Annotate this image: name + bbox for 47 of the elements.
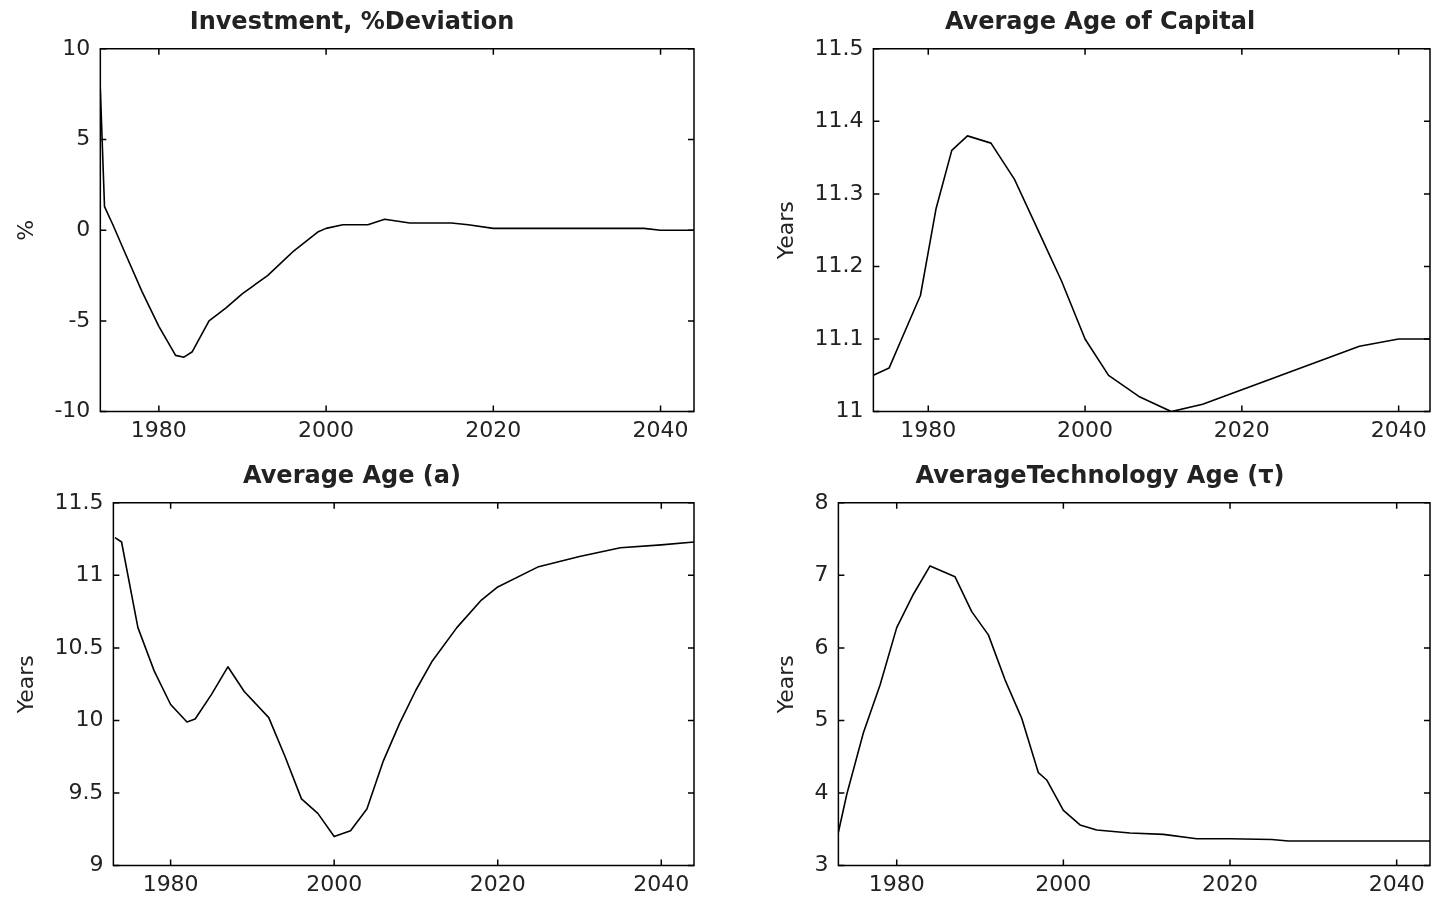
x-tick-label: 1980 — [868, 870, 925, 896]
y-tick-label: 0 — [76, 215, 91, 241]
y-tick-label: -5 — [68, 306, 91, 332]
y-tick-label: 11 — [835, 397, 864, 423]
y-tick-label: 4 — [814, 778, 829, 804]
x-tick-label: 2000 — [298, 416, 355, 442]
y-tick-label: 9.5 — [68, 778, 104, 804]
x-tick-label: 2040 — [1370, 416, 1427, 442]
y-axis-title: Years — [772, 201, 798, 261]
y-tick-label: 5 — [76, 125, 91, 151]
x-tick-label: 2000 — [1035, 870, 1092, 896]
y-tick-label: 10 — [62, 34, 91, 60]
y-tick-label: 11 — [75, 561, 104, 587]
x-tick-label: 1980 — [130, 416, 187, 442]
y-tick-label: 11.4 — [814, 107, 864, 133]
y-tick-label: 10 — [75, 706, 104, 732]
y-tick-label: 8 — [814, 488, 829, 514]
y-axis-title: % — [12, 219, 38, 241]
x-tick-label: 2020 — [469, 870, 526, 896]
y-tick-label: -10 — [54, 397, 91, 423]
x-tick-label: 2040 — [632, 416, 689, 442]
x-tick-label: 2040 — [633, 870, 690, 896]
x-tick-label: 2040 — [1368, 870, 1425, 896]
y-axis-title: Years — [12, 655, 38, 715]
y-tick-label: 3 — [814, 851, 829, 877]
x-tick-label: 2020 — [1213, 416, 1270, 442]
chart-title: Average Age of Capital — [944, 6, 1256, 35]
y-axis-title: Years — [772, 655, 798, 715]
y-tick-label: 11.2 — [814, 252, 864, 278]
chart-title: Average Age (a) — [242, 460, 462, 489]
chart-title: Investment, %Deviation — [189, 6, 515, 35]
x-tick-label: 1980 — [900, 416, 957, 442]
y-tick-label: 7 — [814, 561, 829, 587]
x-tick-label: 1980 — [142, 870, 199, 896]
y-tick-label: 11.1 — [814, 324, 864, 350]
x-tick-label: 2000 — [306, 870, 363, 896]
y-tick-label: 11.5 — [814, 34, 864, 60]
y-tick-label: 11.5 — [54, 488, 104, 514]
x-tick-label: 2020 — [1202, 870, 1259, 896]
y-tick-label: 11.3 — [814, 179, 864, 205]
x-tick-label: 2000 — [1057, 416, 1114, 442]
chart-title: AverageTechnology Age (τ) — [915, 460, 1285, 489]
y-tick-label: 9 — [89, 851, 104, 877]
y-tick-label: 10.5 — [54, 633, 104, 659]
x-tick-label: 2020 — [465, 416, 522, 442]
y-tick-label: 5 — [814, 706, 829, 732]
y-tick-label: 6 — [814, 633, 829, 659]
